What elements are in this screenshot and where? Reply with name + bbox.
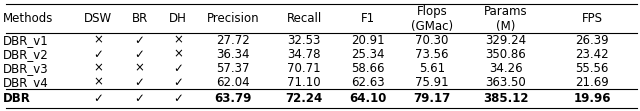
Text: ✓: ✓ bbox=[173, 62, 183, 75]
Text: 19.96: 19.96 bbox=[573, 92, 611, 105]
Text: 64.10: 64.10 bbox=[349, 92, 387, 105]
Text: FPS: FPS bbox=[582, 12, 602, 25]
Text: Params
(M): Params (M) bbox=[484, 5, 527, 33]
Text: 70.71: 70.71 bbox=[287, 62, 321, 75]
Text: ✓: ✓ bbox=[173, 76, 183, 89]
Text: 34.26: 34.26 bbox=[489, 62, 522, 75]
Text: 75.91: 75.91 bbox=[415, 76, 449, 89]
Text: ✓: ✓ bbox=[173, 92, 183, 105]
Text: Methods: Methods bbox=[3, 12, 54, 25]
Text: 36.34: 36.34 bbox=[216, 48, 250, 61]
Text: Recall: Recall bbox=[286, 12, 322, 25]
Text: 57.37: 57.37 bbox=[216, 62, 250, 75]
Text: 55.56: 55.56 bbox=[575, 62, 609, 75]
Text: 23.42: 23.42 bbox=[575, 48, 609, 61]
Text: 26.39: 26.39 bbox=[575, 34, 609, 47]
Text: BR: BR bbox=[131, 12, 148, 25]
Text: ✓: ✓ bbox=[134, 48, 145, 61]
Text: 363.50: 363.50 bbox=[485, 76, 526, 89]
Text: DBR_v3: DBR_v3 bbox=[3, 62, 49, 75]
Text: 70.30: 70.30 bbox=[415, 34, 449, 47]
Text: ×: × bbox=[173, 34, 183, 47]
Text: DSW: DSW bbox=[84, 12, 112, 25]
Text: ×: × bbox=[134, 62, 145, 75]
Text: 21.69: 21.69 bbox=[575, 76, 609, 89]
Text: Flops
(GMac): Flops (GMac) bbox=[411, 5, 453, 33]
Text: 385.12: 385.12 bbox=[483, 92, 529, 105]
Text: 58.66: 58.66 bbox=[351, 62, 385, 75]
Text: ×: × bbox=[93, 62, 103, 75]
Text: DBR_v1: DBR_v1 bbox=[3, 34, 49, 47]
Text: 63.79: 63.79 bbox=[214, 92, 252, 105]
Text: 329.24: 329.24 bbox=[485, 34, 526, 47]
Text: 20.91: 20.91 bbox=[351, 34, 385, 47]
Text: 71.10: 71.10 bbox=[287, 76, 321, 89]
Text: ×: × bbox=[173, 48, 183, 61]
Text: ✓: ✓ bbox=[134, 34, 145, 47]
Text: 32.53: 32.53 bbox=[287, 34, 321, 47]
Text: ✓: ✓ bbox=[93, 92, 103, 105]
Text: 73.56: 73.56 bbox=[415, 48, 449, 61]
Text: 350.86: 350.86 bbox=[485, 48, 526, 61]
Text: 72.24: 72.24 bbox=[285, 92, 323, 105]
Text: 62.04: 62.04 bbox=[216, 76, 250, 89]
Text: DBR: DBR bbox=[3, 92, 31, 105]
Text: 27.72: 27.72 bbox=[216, 34, 250, 47]
Text: ×: × bbox=[93, 76, 103, 89]
Text: 34.78: 34.78 bbox=[287, 48, 321, 61]
Text: DBR_v2: DBR_v2 bbox=[3, 48, 49, 61]
Text: 5.61: 5.61 bbox=[419, 62, 445, 75]
Text: ✓: ✓ bbox=[134, 76, 145, 89]
Text: ✓: ✓ bbox=[93, 48, 103, 61]
Text: 62.63: 62.63 bbox=[351, 76, 385, 89]
Text: F1: F1 bbox=[361, 12, 375, 25]
Text: ✓: ✓ bbox=[134, 92, 145, 105]
Text: 79.17: 79.17 bbox=[413, 92, 451, 105]
Text: 25.34: 25.34 bbox=[351, 48, 385, 61]
Text: DBR_v4: DBR_v4 bbox=[3, 76, 49, 89]
Text: ×: × bbox=[93, 34, 103, 47]
Text: Precision: Precision bbox=[207, 12, 259, 25]
Text: DH: DH bbox=[169, 12, 187, 25]
